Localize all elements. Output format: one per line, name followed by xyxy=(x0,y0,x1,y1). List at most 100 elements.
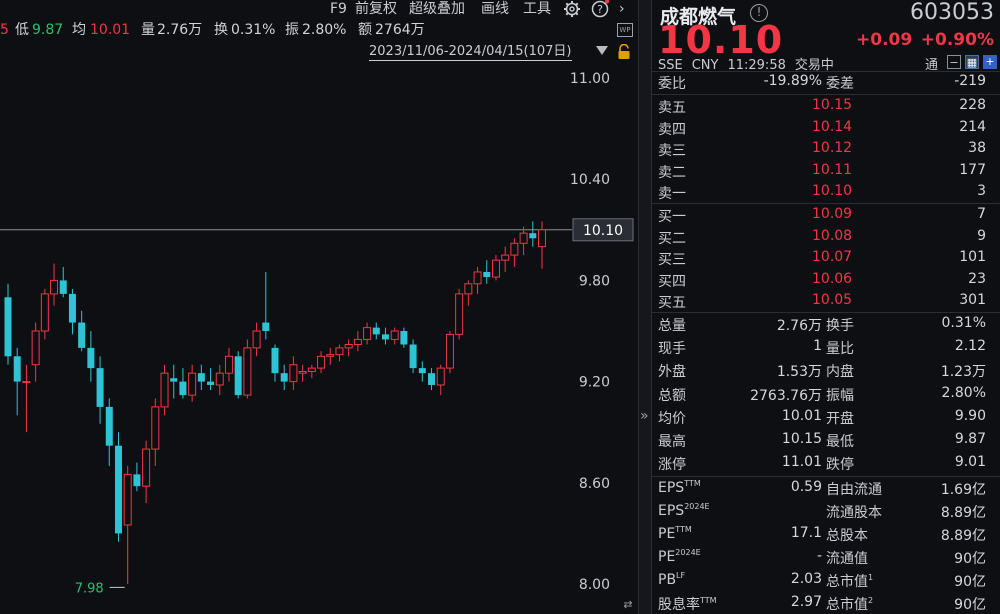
bid-row[interactable]: 买五 10.05 301 xyxy=(652,291,1000,313)
stats-row: 总量 2.76万 换手 0.31% xyxy=(652,314,1000,336)
candle-body xyxy=(363,327,372,340)
fundamental-label: PETTM xyxy=(658,525,692,542)
candle-body xyxy=(335,347,344,356)
ask-label: 卖四 xyxy=(658,121,686,138)
bid-row[interactable]: 买四 10.06 23 xyxy=(652,270,1000,292)
volume-value: 2.76万 xyxy=(157,22,203,38)
chart-toolbar: F9 前复权 超级叠加 画线 工具 xyxy=(0,0,638,19)
candle-body xyxy=(4,297,12,357)
y-tick-label: 11.00 xyxy=(570,71,610,87)
fundamental-value: 90亿 xyxy=(954,597,986,613)
candle-body xyxy=(344,343,353,349)
fundamental-row: PETTM 17.1 总股本 8.89亿 xyxy=(652,524,1000,546)
info-icon[interactable]: ! xyxy=(750,4,768,22)
candle-body xyxy=(68,293,76,323)
volume-label: 量 xyxy=(141,22,155,38)
candle-body xyxy=(262,322,270,331)
draw-button[interactable]: 画线 xyxy=(481,1,509,17)
grid-icon[interactable]: ▦ xyxy=(965,55,979,69)
overlay-button[interactable]: 超级叠加 xyxy=(409,1,465,17)
fundamental-label: EPSTTM xyxy=(658,479,701,496)
ask-row[interactable]: 卖五 10.15 228 xyxy=(652,96,1000,118)
ask-price: 10.14 xyxy=(812,118,853,135)
chevron-right-icon[interactable]: › xyxy=(619,1,625,17)
stats-row: 均价 10.01 开盘 9.90 xyxy=(652,407,1000,429)
candle-body xyxy=(317,355,326,369)
f9-button[interactable]: F9 xyxy=(330,1,347,17)
caret-down-icon[interactable] xyxy=(596,46,608,55)
gear-icon[interactable] xyxy=(563,0,581,18)
minus-icon[interactable]: − xyxy=(947,55,961,69)
candle-body xyxy=(307,367,316,372)
stat-value: 0.31% xyxy=(941,315,986,331)
collapse-icon[interactable]: » xyxy=(640,408,649,424)
date-range-selector[interactable]: 2023/11/06-2024/04/15(107日) xyxy=(369,44,572,61)
fundamental-label-text: 流通股本 xyxy=(826,505,882,521)
bid-row[interactable]: 买一 10.09 7 xyxy=(652,205,1000,227)
ask-row[interactable]: 卖二 10.11 177 xyxy=(652,161,1000,183)
bid-row[interactable]: 买三 10.07 101 xyxy=(652,248,1000,270)
amplitude-label: 振 xyxy=(285,22,299,38)
partial-value: 5 xyxy=(0,22,9,38)
currency: CNY xyxy=(691,58,719,73)
stat-value: 10.15 xyxy=(781,431,822,447)
fundamental-label-text: 总市值 xyxy=(826,574,868,590)
tools-button[interactable]: 工具 xyxy=(523,1,551,17)
price-change: +0.09 xyxy=(856,30,913,50)
ask-label: 卖五 xyxy=(658,100,686,116)
plus-icon[interactable]: + xyxy=(983,55,997,69)
candle-body xyxy=(529,233,537,239)
ask-volume: 3 xyxy=(977,183,986,200)
trading-status: 交易中 xyxy=(794,58,834,73)
fundamental-label-text: 流通值 xyxy=(826,551,868,567)
bid-volume: 301 xyxy=(959,292,986,309)
weicha-value: -219 xyxy=(954,73,986,89)
fundamental-value: 90亿 xyxy=(954,551,986,567)
avg-value: 10.01 xyxy=(90,22,131,38)
label-superscript: 2 xyxy=(868,596,874,605)
amplitude-value: 2.80% xyxy=(302,22,347,38)
candle-body xyxy=(353,338,362,345)
stat-value: 1.53万 xyxy=(776,364,822,381)
amount-value: 2764万 xyxy=(375,22,425,38)
candle-body xyxy=(114,445,122,534)
fundamental-label: 流通值 xyxy=(826,548,868,568)
candle-body xyxy=(105,406,113,446)
y-tick-label: 8.60 xyxy=(579,476,610,492)
bid-volume: 7 xyxy=(977,206,986,222)
label-superscript: 2024E xyxy=(675,548,701,557)
wp-icon[interactable]: WP xyxy=(617,23,633,37)
candle-body xyxy=(289,364,298,383)
lock-icon[interactable] xyxy=(617,44,631,60)
weicha-label: 委差 xyxy=(826,76,854,92)
last-price: 10.10 xyxy=(658,18,784,62)
ask-row[interactable]: 卖三 10.12 38 xyxy=(652,139,1000,161)
candlestick-chart[interactable]: 11.00 10.40 9.80 9.20 8.60 8.00 10.10 7.98 xyxy=(0,60,638,614)
candle-body xyxy=(381,334,389,340)
svg-text:?: ? xyxy=(597,3,603,16)
bid-volume: 101 xyxy=(959,249,986,266)
fundamental-label: 股息率TTM xyxy=(658,594,717,614)
help-icon[interactable]: ? xyxy=(591,0,609,18)
candle-body xyxy=(271,347,279,374)
adjust-button[interactable]: 前复权 xyxy=(355,1,397,17)
expand-icon[interactable]: ⇄ xyxy=(623,598,633,611)
fundamental-value: 1.69亿 xyxy=(940,482,986,498)
ask-row[interactable]: 卖一 10.10 3 xyxy=(652,182,1000,204)
fundamental-label-text: 总市值 xyxy=(826,597,868,613)
fundamental-label: 总市值2 xyxy=(826,594,873,614)
y-tick-label: 9.80 xyxy=(579,273,610,289)
stat-value: 2.80% xyxy=(941,384,986,401)
candle-body xyxy=(234,356,242,396)
price-change-percent: +0.90% xyxy=(920,30,994,50)
fundamental-value: 0.59 xyxy=(790,479,822,495)
bid-row[interactable]: 买二 10.08 9 xyxy=(652,227,1000,249)
panel-divider[interactable] xyxy=(638,0,652,614)
fundamental-row: 股息率TTM 2.97 总市值2 90亿 xyxy=(652,593,1000,614)
ask-volume: 228 xyxy=(959,97,986,113)
candle-body xyxy=(215,372,224,386)
candle-body xyxy=(179,381,187,396)
ask-row[interactable]: 卖四 10.14 214 xyxy=(652,118,1000,140)
weibi-row: 委比 -19.89% 委差 -219 xyxy=(652,72,1000,94)
candle-body xyxy=(280,373,288,382)
